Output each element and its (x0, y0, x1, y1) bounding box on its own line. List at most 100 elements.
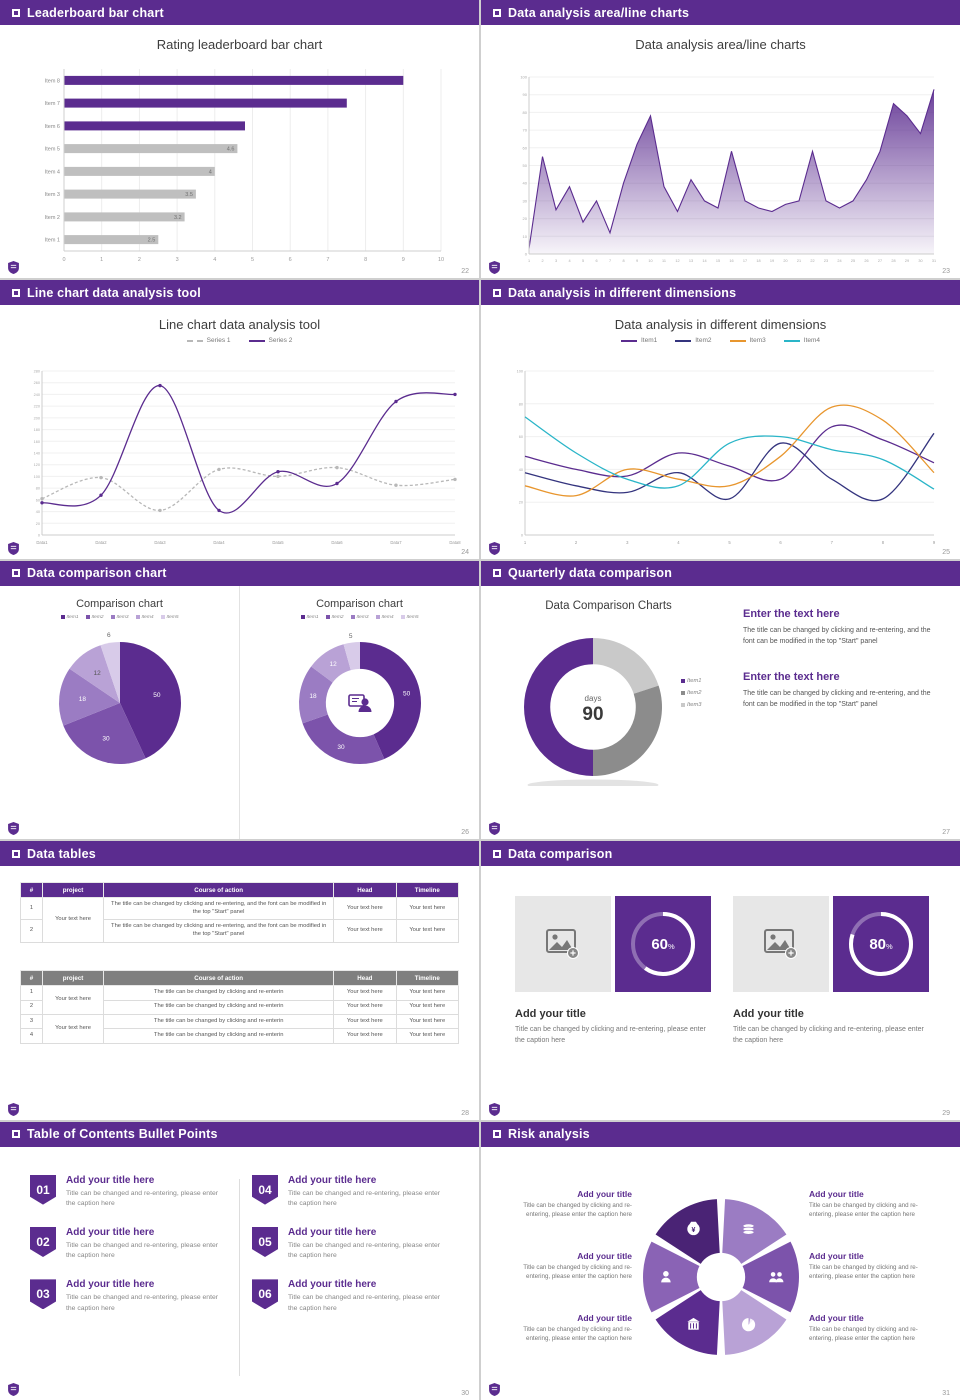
svg-text:4: 4 (209, 169, 212, 175)
shield-logo-icon (8, 541, 19, 555)
svg-text:Item 1: Item 1 (45, 238, 60, 244)
svg-text:6: 6 (106, 632, 110, 639)
legend-item: Item2 (85, 615, 104, 620)
slide-body: Rating leaderboard bar chart 0 1 2 3 4 5 6 7 8 9 1… (0, 25, 479, 278)
svg-text:3.5: 3.5 (185, 192, 193, 198)
slice (119, 641, 181, 759)
head-cell: Your text here (333, 897, 397, 921)
svg-text:20: 20 (523, 216, 528, 221)
slide-header: Data comparison (481, 841, 960, 867)
comparison-card: 80% Add your title Title can be changed … (733, 896, 929, 1046)
svg-text:19: 19 (770, 259, 774, 263)
legend-item: Item4 (783, 337, 820, 344)
swatch (400, 615, 405, 620)
legend-label: Series 1 (206, 337, 231, 345)
item1-swatch (620, 339, 637, 342)
svg-text:Item 8: Item 8 (45, 78, 60, 84)
square-bullet-icon (493, 288, 501, 297)
svg-text:0: 0 (62, 257, 65, 263)
toc-text: Add your title here Title can be changed … (66, 1227, 227, 1261)
number-badge: 05 (252, 1226, 278, 1257)
slice (100, 641, 120, 703)
slide-body: 01 Add your title here Title can be chang… (0, 1147, 479, 1400)
slide-area-line-charts: Data analysis area/line charts Data anal… (481, 0, 960, 279)
svg-text:50: 50 (153, 692, 161, 699)
svg-text:7: 7 (609, 259, 611, 263)
toc-caption: Title can be changed and re-entering, pl… (288, 1189, 441, 1207)
text-block: Enter the text here The title can be cha… (743, 671, 944, 711)
swatch (85, 615, 90, 620)
shield-logo-icon (8, 1102, 19, 1116)
bar (64, 121, 245, 131)
shield-logo-icon (8, 261, 19, 275)
pinwheel-diagram: ¥ (639, 1195, 803, 1359)
toc-text: Add your title here Title can be changed … (288, 1227, 449, 1261)
data-table: # project Course of action Head Timeline 1 You… (20, 882, 460, 943)
table-header-cell: # (20, 970, 43, 987)
row-number-cell: 1 (20, 897, 43, 921)
risk-block: Add your title Title can be changed by cl… (500, 1251, 632, 1282)
legend-label: Item1 (66, 614, 79, 620)
page-number: 29 (942, 1109, 950, 1117)
legend-item: Item4 (135, 615, 154, 620)
pie-chart-svg: 50 30 18 12 6 (58, 632, 181, 764)
risk-caption: Title can be changed by clicking and re-… (523, 1325, 632, 1342)
course-cell: The title can be changed by clicking and… (103, 999, 335, 1016)
number-badge: 03 (30, 1279, 56, 1310)
svg-text:18: 18 (78, 696, 86, 703)
swatch (160, 615, 165, 620)
svg-text:Item 5: Item 5 (45, 147, 60, 153)
svg-text:5: 5 (251, 257, 254, 263)
swatch (135, 615, 140, 620)
svg-text:25: 25 (851, 259, 855, 263)
legend-label: Item3 (116, 614, 129, 620)
swatch (325, 615, 330, 620)
slide-header: Line chart data analysis tool (0, 280, 479, 306)
risk-title: Add your title (577, 1250, 632, 1261)
legend-label: Item4 (381, 614, 394, 620)
slide-header-title: Data comparison (508, 846, 613, 861)
svg-text:16: 16 (729, 259, 733, 263)
slide-header-title: Line chart data analysis tool (27, 285, 201, 300)
table-row: 1 Your text here The title can be changed … (20, 897, 460, 943)
table-row: 3 Your text here The title can be changed … (20, 1013, 460, 1044)
coins-icon (742, 1223, 755, 1235)
svg-text:21: 21 (797, 259, 801, 263)
shield-logo-icon (489, 822, 500, 836)
svg-text:4: 4 (213, 257, 216, 263)
series-line (524, 433, 935, 502)
slide-data-comparison-cards: Data comparison 60% Add your title Title… (481, 841, 960, 1120)
legend-item: Item3 (350, 615, 369, 620)
course-cell: The title can be changed by clicking and… (103, 985, 335, 1001)
legend-label: Item5 (166, 614, 179, 620)
swatch (375, 615, 380, 620)
slide-header-title: Leaderboard bar chart (27, 5, 164, 20)
svg-text:6: 6 (595, 259, 597, 263)
toc-item: 04 Add your title here Title can be chang… (252, 1174, 449, 1209)
svg-text:20: 20 (519, 501, 523, 505)
svg-text:100: 100 (517, 370, 523, 374)
page-number: 22 (461, 268, 469, 276)
table-header-cell: Head (333, 882, 397, 899)
slide-data-tables: Data tables # project Course of action Head… (0, 841, 479, 1120)
svg-text:260: 260 (34, 382, 40, 386)
number-badge: 04 (252, 1174, 278, 1205)
svg-text:80%: 80% (869, 936, 893, 953)
slice (593, 685, 662, 776)
series-line (524, 416, 935, 491)
slide-body: Comparison chart Item1 Item2 Item3 Item4… (0, 585, 479, 840)
shield-logo-icon (489, 1102, 500, 1116)
legend-label: Item2 (331, 614, 344, 620)
slide-quarterly-comparison: Quarterly data comparison Data Compariso… (481, 560, 960, 840)
slide-header-title: Table of Contents Bullet Points (27, 1127, 218, 1142)
shield-logo-icon (8, 1102, 19, 1116)
shield-logo-icon (8, 261, 19, 275)
slide-leaderboard-bar-chart: Leaderboard bar chart Rating leaderboard… (0, 0, 479, 279)
svg-text:60%: 60% (651, 936, 675, 953)
slide-header-title: Data comparison chart (27, 566, 167, 581)
slice (359, 641, 421, 759)
svg-text:0: 0 (38, 534, 40, 538)
course-cell: The title can be changed by clicking and… (103, 1028, 335, 1044)
table-header-row: # project Course of action Head Timeline (20, 970, 460, 987)
presenter-icon (347, 693, 371, 712)
